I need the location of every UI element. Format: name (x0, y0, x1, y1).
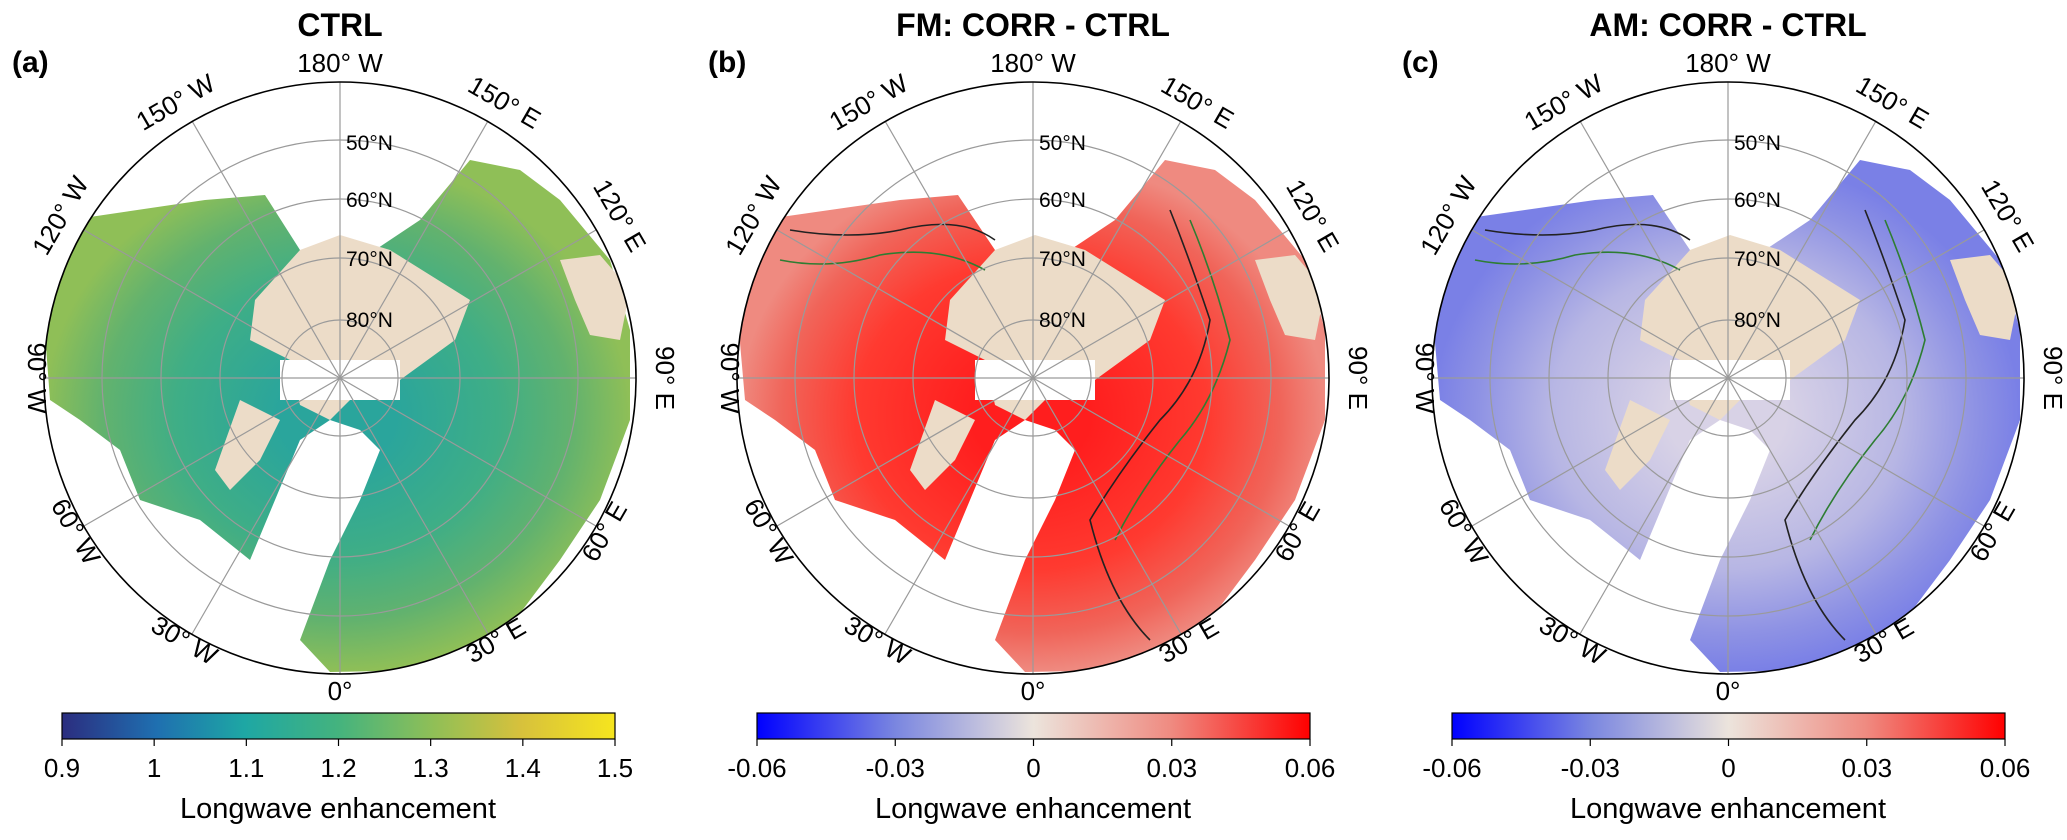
panel-b-colorbar-tick-label: 0 (1026, 753, 1040, 783)
panel-a-lon-150w: 150° W (131, 68, 220, 137)
panel-b-map (738, 160, 1325, 672)
panel-c-colorbar-tick-label: -0.03 (1561, 753, 1620, 783)
panel-a-colorbar-tick-label: 1 (147, 753, 161, 783)
panel-b-lat-60n: 60°N (1039, 189, 1086, 212)
panel-c-lon-150e: 150° E (1851, 70, 1934, 135)
panel-b-lon-180w: 180° W (990, 48, 1076, 78)
panel-c-boundary (1431, 81, 2025, 675)
panel-a-boundary (43, 81, 637, 675)
panel-a-colorbar-tick-label: 0.9 (44, 753, 80, 783)
panel-a-lon-90w: 90° W (22, 342, 52, 414)
panel-a-lat-70n: 70°N (346, 248, 393, 271)
panel-c-colorbar-bar (1451, 712, 2006, 740)
panel-c-lat-60n: 60°N (1734, 189, 1781, 212)
panel-b-colorbar-ticks: -0.06 -0.03 0 0.03 0.06 (727, 739, 1335, 783)
panel-c-land-mask-south (1605, 400, 1670, 490)
panel-a-colorbar-tick-label: 1.2 (320, 753, 356, 783)
panel-a-field (44, 160, 630, 672)
panel-c-contour (1474, 219, 1926, 541)
panel-a-lon-150e: 150° E (463, 70, 546, 135)
panel-b-lon-90e: 90° E (1343, 346, 1373, 410)
panel-b-field (738, 160, 1325, 672)
panel-c-lon-0: 0° (1716, 676, 1741, 706)
panel-c: (c) AM: CORR - CTRL 180° W 150° E (1402, 7, 2067, 825)
panel-a-colorbar: 0.9 1 1.1 1.2 1.3 1.4 1.5 Longwave enhancement (44, 712, 633, 825)
panel-c-title: AM: CORR - CTRL (1589, 7, 1866, 43)
panel-b-colorbar-bar (756, 712, 1311, 740)
panel-a-colorbar-tick-label: 1.3 (413, 753, 449, 783)
panel-b-boundary (736, 81, 1330, 675)
panel-b-label: (b) (708, 46, 746, 79)
panel-a-land-mask-east (560, 255, 630, 340)
panel-a-lon-60w: 60° W (45, 493, 107, 570)
panel-a-colorbar-tick-label: 1.4 (505, 753, 541, 783)
panel-b-lon-90w: 90° W (715, 342, 745, 414)
panel-c-colorbar: -0.06 -0.03 0 0.03 0.06 Longwave enhancement (1422, 712, 2030, 825)
panel-b-lat-50n: 50°N (1039, 132, 1086, 155)
panel-c-colorbar-ticks: -0.06 -0.03 0 0.03 0.06 (1422, 739, 2030, 783)
panel-b-title: FM: CORR - CTRL (896, 7, 1170, 43)
panel-b-lat-80n: 80°N (1039, 309, 1086, 332)
panel-a: (a) CTRL 180° W 150° E 120° E 90° E (12, 7, 680, 825)
panel-a-colorbar-bar (61, 712, 616, 740)
panel-a-label: (a) (12, 46, 49, 79)
panel-b-colorbar-tick-label: 0.06 (1285, 753, 1336, 783)
panel-b: (b) FM: CORR - CTRL 180° W 150° E (708, 7, 1373, 825)
panel-a-grid (44, 82, 636, 674)
panel-a-lon-90e: 90° E (650, 346, 680, 410)
panel-a-colorbar-label: Longwave enhancement (180, 793, 496, 825)
panel-a-lon-30w: 30° W (146, 609, 223, 671)
panel-a-title: CTRL (297, 7, 382, 43)
panel-b-lat-labels: 50°N 60°N 70°N 80°N (1039, 132, 1086, 332)
panel-a-lon-180w: 180° W (297, 48, 383, 78)
panel-c-label: (c) (1402, 46, 1439, 79)
panel-b-colorbar-label: Longwave enhancement (875, 793, 1191, 825)
panel-a-lat-50n: 50°N (346, 132, 393, 155)
panel-a-lon-0: 0° (328, 676, 353, 706)
panel-a-lat-labels: 50°N 60°N 70°N 80°N (346, 132, 393, 332)
panel-b-contour (779, 219, 1231, 541)
panel-c-lon-150w: 150° W (1519, 68, 1608, 137)
panel-c-colorbar-tick-label: 0.06 (1980, 753, 2031, 783)
panel-c-coastline (1484, 209, 1906, 641)
panel-c-colorbar-tick-label: 0 (1721, 753, 1735, 783)
panel-b-lat-70n: 70°N (1039, 248, 1086, 271)
panel-c-lon-90e: 90° E (2038, 346, 2067, 410)
panel-c-lat-labels: 50°N 60°N 70°N 80°N (1734, 132, 1781, 332)
panel-c-lon-90w: 90° W (1410, 342, 1440, 414)
panel-b-land-mask-south (910, 400, 975, 490)
panel-a-colorbar-tick-label: 1.5 (597, 753, 633, 783)
panel-a-lat-60n: 60°N (346, 189, 393, 212)
panel-c-colorbar-label: Longwave enhancement (1570, 793, 1886, 825)
panel-c-lon-60w: 60° W (1433, 493, 1495, 570)
panel-c-lat-50n: 50°N (1734, 132, 1781, 155)
panel-b-colorbar-tick-label: -0.06 (727, 753, 786, 783)
panel-a-lat-80n: 80°N (346, 309, 393, 332)
panel-a-colorbar-ticks: 0.9 1 1.1 1.2 1.3 1.4 1.5 (44, 739, 633, 783)
panel-b-lon-30w: 30° W (839, 609, 916, 671)
panel-c-lat-80n: 80°N (1734, 309, 1781, 332)
panel-b-lon-60w: 60° W (738, 493, 800, 570)
panel-b-colorbar: -0.06 -0.03 0 0.03 0.06 Longwave enhancement (727, 712, 1335, 825)
panel-c-lon-180w: 180° W (1685, 48, 1771, 78)
panel-b-colorbar-tick-label: -0.03 (866, 753, 925, 783)
panel-c-colorbar-tick-label: -0.06 (1422, 753, 1481, 783)
panel-b-lon-150e: 150° E (1156, 70, 1239, 135)
panel-c-land-mask-east (1950, 255, 2020, 340)
panel-c-colorbar-tick-label: 0.03 (1841, 753, 1892, 783)
panel-c-grid (1432, 82, 2024, 674)
panel-b-lon-0: 0° (1021, 676, 1046, 706)
panel-b-coastline (789, 209, 1211, 641)
panel-b-grid (737, 82, 1329, 674)
panel-b-colorbar-tick-label: 0.03 (1146, 753, 1197, 783)
panel-c-map (1433, 160, 2020, 672)
panel-b-land-mask-east (1255, 255, 1325, 340)
panel-a-colorbar-tick-label: 1.1 (228, 753, 264, 783)
panel-c-field (1433, 160, 2020, 672)
panel-b-lon-150w: 150° W (824, 68, 913, 137)
panel-c-lat-70n: 70°N (1734, 248, 1781, 271)
panel-c-lon-30w: 30° W (1534, 609, 1611, 671)
